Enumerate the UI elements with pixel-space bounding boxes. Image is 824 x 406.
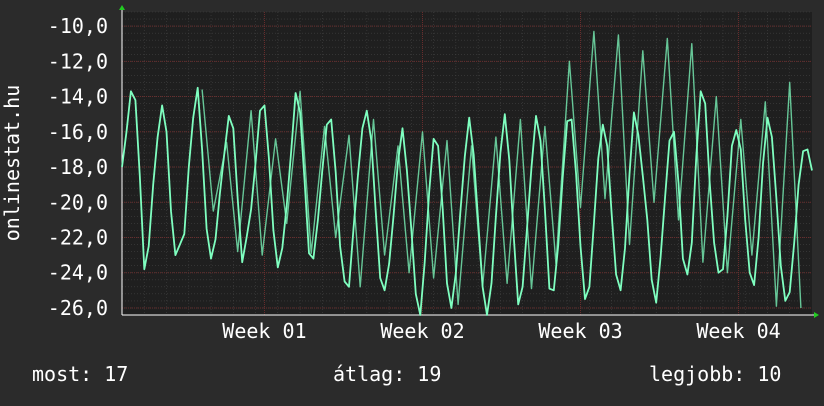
x-tick-label: Week 01 <box>222 319 306 343</box>
y-tick-label: -26,0 <box>48 296 108 320</box>
y-tick-label: -20,0 <box>48 190 108 214</box>
series-line-detail <box>201 30 802 309</box>
series-layer <box>121 30 813 316</box>
y-axis-label: onlinestat.hu <box>0 85 24 242</box>
grid <box>122 11 812 316</box>
y-tick-label: -16,0 <box>48 120 108 144</box>
x-tick-label: Week 02 <box>380 319 464 343</box>
y-tick-label: -10,0 <box>48 14 108 38</box>
y-tick-label: -18,0 <box>48 155 108 179</box>
stat-average: átlag: 19 <box>333 362 442 386</box>
y-tick-label: -22,0 <box>48 225 108 249</box>
x-axis-arrow <box>814 312 819 318</box>
y-axis-arrow <box>119 5 125 10</box>
stat-best: legjobb: 10 <box>649 362 782 386</box>
tick-labels: -10,0 -12,0 -14,0 -16,0 -18,0 -20,0 -22,0 -24,0… <box>48 14 781 343</box>
x-tick-label: Week 04 <box>696 319 780 343</box>
stat-current: most: 17 <box>32 362 129 386</box>
y-tick-label: -24,0 <box>48 261 108 285</box>
y-tick-label: -14,0 <box>48 85 108 109</box>
x-tick-label: Week 03 <box>538 319 622 343</box>
y-tick-label: -12,0 <box>48 49 108 73</box>
plot-area <box>122 12 812 315</box>
